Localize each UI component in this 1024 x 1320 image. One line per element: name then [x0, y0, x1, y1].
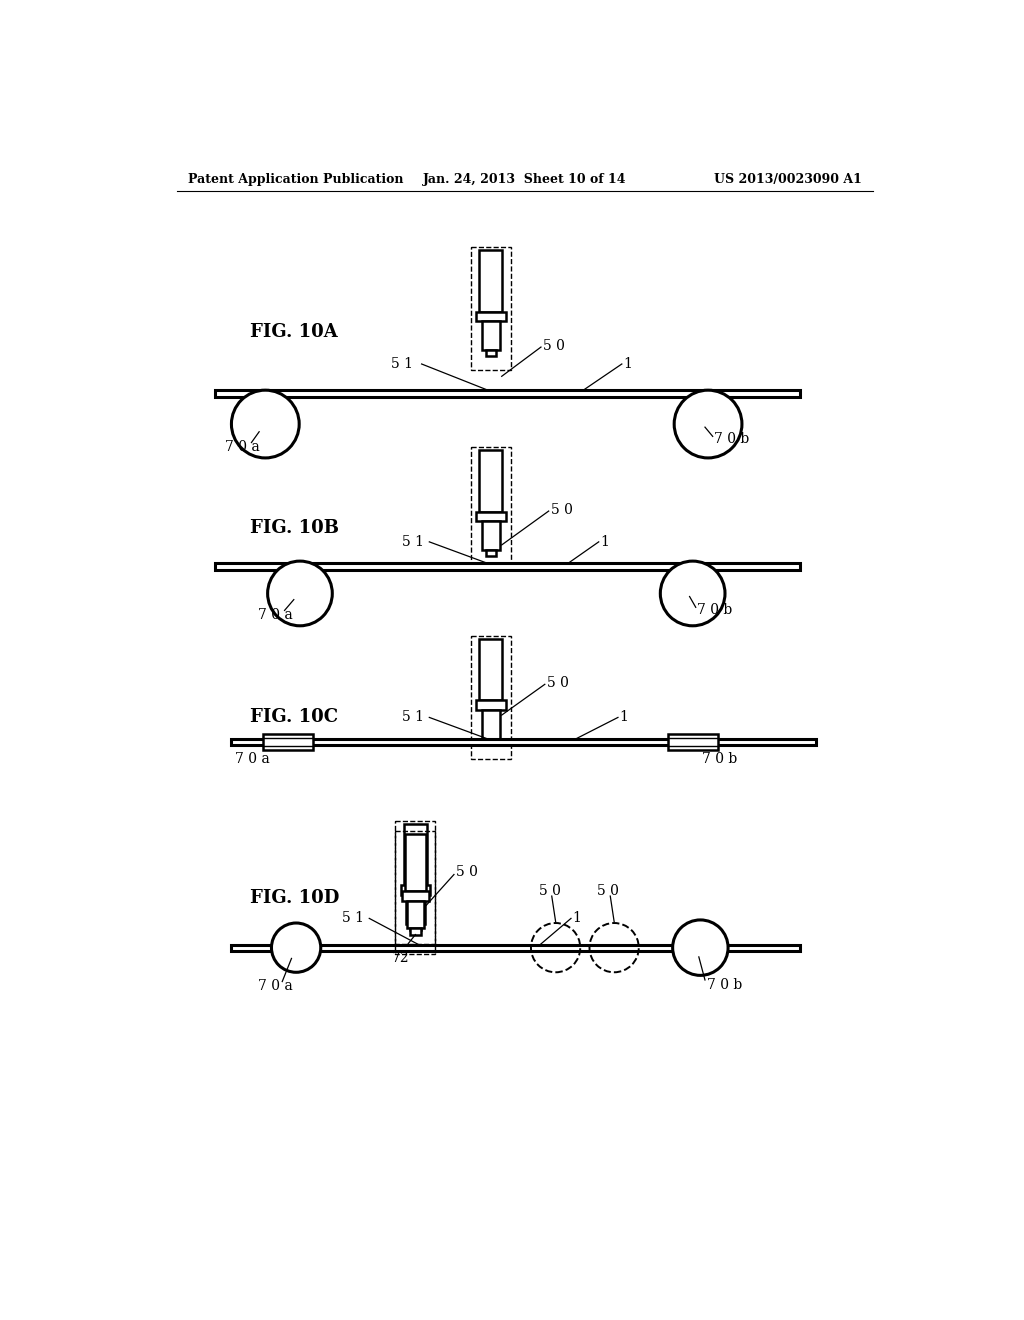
Polygon shape — [476, 312, 506, 321]
Polygon shape — [215, 389, 801, 397]
Polygon shape — [410, 924, 421, 929]
Text: 5 1: 5 1 — [402, 535, 424, 549]
Circle shape — [267, 561, 333, 626]
Text: 7 0 b: 7 0 b — [701, 752, 737, 766]
Polygon shape — [476, 512, 506, 521]
Circle shape — [674, 391, 742, 458]
Text: 7 0 b: 7 0 b — [707, 978, 741, 991]
Text: 5 1: 5 1 — [391, 356, 413, 371]
Text: 7 0 a: 7 0 a — [225, 440, 260, 454]
Text: 7 0 a: 7 0 a — [258, 979, 293, 993]
Text: Patent Application Publication: Patent Application Publication — [188, 173, 403, 186]
Text: 1: 1 — [572, 911, 582, 925]
Text: 1: 1 — [600, 535, 609, 549]
Polygon shape — [481, 521, 500, 550]
Text: FIG. 10A: FIG. 10A — [250, 322, 338, 341]
Text: 1: 1 — [620, 710, 629, 725]
Polygon shape — [407, 895, 425, 924]
Text: 5 0: 5 0 — [597, 883, 620, 898]
Text: 7 0 b: 7 0 b — [714, 433, 750, 446]
Circle shape — [660, 561, 725, 626]
Text: 5 0: 5 0 — [551, 503, 572, 516]
Polygon shape — [403, 824, 427, 886]
Polygon shape — [479, 249, 503, 312]
Text: FIG. 10C: FIG. 10C — [250, 708, 338, 726]
Text: 5 0: 5 0 — [547, 676, 569, 690]
Polygon shape — [400, 886, 430, 895]
Polygon shape — [481, 710, 500, 739]
Polygon shape — [230, 739, 816, 744]
Polygon shape — [407, 900, 424, 928]
Polygon shape — [485, 350, 497, 356]
Circle shape — [271, 923, 321, 973]
Text: FIG. 10D: FIG. 10D — [250, 888, 339, 907]
Text: 5 1: 5 1 — [342, 911, 365, 925]
Text: 72: 72 — [392, 952, 410, 965]
Polygon shape — [485, 550, 497, 557]
Polygon shape — [404, 834, 426, 891]
Text: 5 0: 5 0 — [544, 338, 565, 352]
Polygon shape — [476, 701, 506, 710]
Polygon shape — [481, 321, 500, 350]
Polygon shape — [410, 928, 421, 935]
Polygon shape — [263, 734, 313, 750]
Text: US 2013/0023090 A1: US 2013/0023090 A1 — [714, 173, 862, 186]
Text: 7 0 b: 7 0 b — [696, 603, 732, 618]
Circle shape — [673, 920, 728, 975]
Text: 5 0: 5 0 — [539, 883, 560, 898]
Text: 7 0 a: 7 0 a — [234, 752, 269, 766]
Text: Jan. 24, 2013  Sheet 10 of 14: Jan. 24, 2013 Sheet 10 of 14 — [423, 173, 627, 186]
Text: FIG. 10B: FIG. 10B — [250, 519, 339, 537]
Text: 1: 1 — [624, 356, 632, 371]
Polygon shape — [230, 945, 801, 950]
Text: 5 1: 5 1 — [402, 710, 424, 725]
Text: 5 0: 5 0 — [457, 865, 478, 879]
Polygon shape — [401, 891, 429, 900]
Polygon shape — [485, 739, 497, 744]
Polygon shape — [479, 639, 503, 701]
Polygon shape — [668, 734, 718, 750]
Text: 7 0 a: 7 0 a — [258, 609, 293, 622]
Circle shape — [231, 391, 299, 458]
Polygon shape — [479, 450, 503, 512]
Polygon shape — [215, 564, 801, 570]
